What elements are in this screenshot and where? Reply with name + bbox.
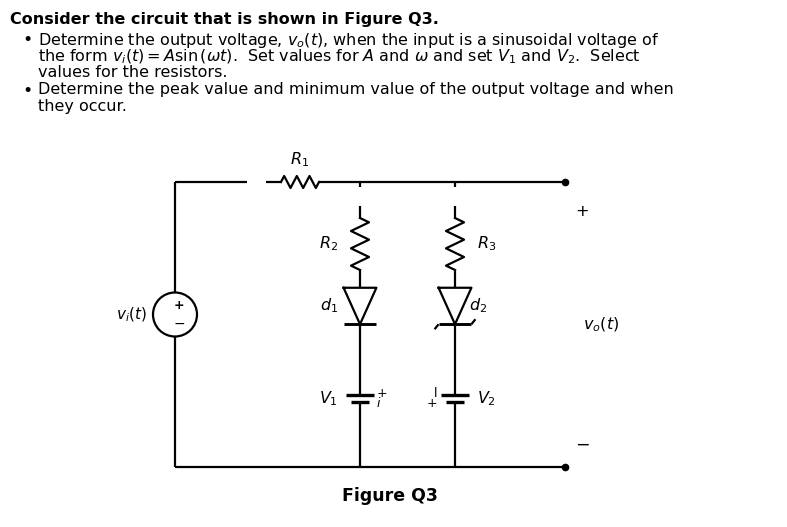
Text: i: i bbox=[377, 397, 380, 410]
Text: $R_2$: $R_2$ bbox=[319, 235, 338, 253]
Text: −: − bbox=[575, 436, 589, 454]
Text: the form $v_i(t) = A\mathrm{sin}\,(\omega t)$.  Set values for $A$ and $\omega$ : the form $v_i(t) = A\mathrm{sin}\,(\omeg… bbox=[38, 48, 641, 66]
Text: +: + bbox=[377, 387, 388, 400]
Text: +: + bbox=[427, 397, 437, 410]
Text: $v_i(t)$: $v_i(t)$ bbox=[116, 305, 147, 324]
Text: Figure Q3: Figure Q3 bbox=[342, 487, 438, 505]
Text: they occur.: they occur. bbox=[38, 99, 127, 114]
Text: Determine the output voltage, $v_o(t)$, when the input is a sinusoidal voltage o: Determine the output voltage, $v_o(t)$, … bbox=[38, 31, 660, 50]
Text: $v_o(t)$: $v_o(t)$ bbox=[583, 315, 619, 334]
Text: Consider the circuit that is shown in Figure Q3.: Consider the circuit that is shown in Fi… bbox=[10, 12, 439, 27]
Text: •: • bbox=[22, 82, 32, 100]
Text: $d_2$: $d_2$ bbox=[469, 297, 487, 315]
Text: $V_1$: $V_1$ bbox=[319, 389, 338, 408]
Text: •: • bbox=[22, 31, 32, 49]
Text: $R_3$: $R_3$ bbox=[477, 235, 497, 253]
Text: Determine the peak value and minimum value of the output voltage and when: Determine the peak value and minimum val… bbox=[38, 82, 674, 97]
Text: $d_1$: $d_1$ bbox=[320, 297, 338, 315]
Text: $R_1$: $R_1$ bbox=[290, 150, 309, 169]
Text: values for the resistors.: values for the resistors. bbox=[38, 65, 227, 80]
Text: −: − bbox=[173, 317, 185, 330]
Text: l: l bbox=[434, 387, 437, 400]
Text: +: + bbox=[575, 204, 589, 220]
Text: $V_2$: $V_2$ bbox=[477, 389, 496, 408]
Text: +: + bbox=[174, 299, 184, 312]
